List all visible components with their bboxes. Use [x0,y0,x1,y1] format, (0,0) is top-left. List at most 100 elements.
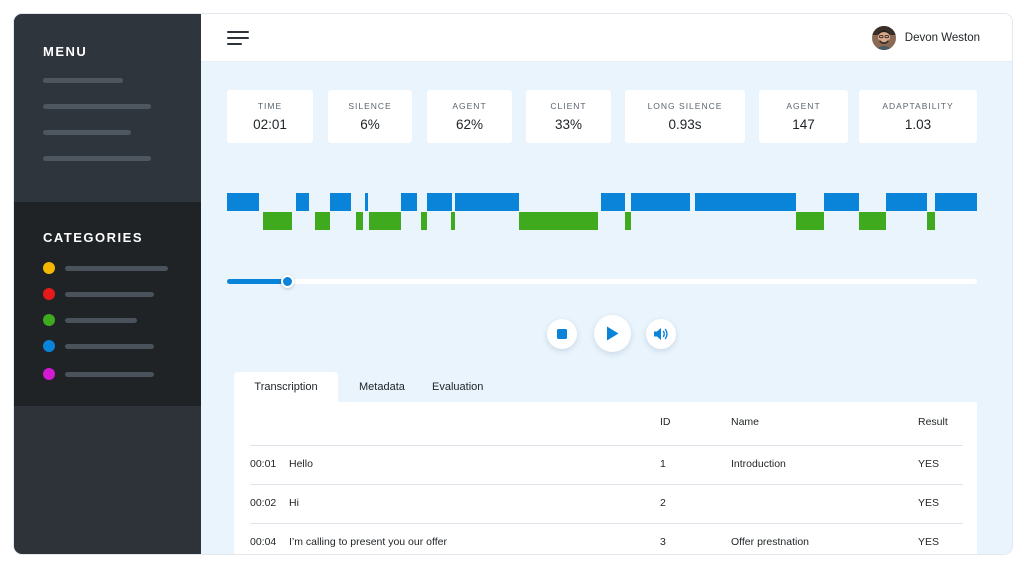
client-segment [451,212,455,230]
client-segment [263,212,292,230]
volume-button[interactable] [646,319,676,349]
menu-item-3[interactable] [43,130,131,135]
stat-label: LONG SILENCE [647,101,723,111]
agent-segment [824,193,859,211]
stat-label: AGENT [452,101,487,111]
hamburger-icon[interactable] [227,31,249,45]
stat-card-long-silence: LONG SILENCE 0.93s [625,90,745,143]
client-segment [421,212,427,230]
stat-card-adaptability: ADAPTABILITY 1.03 [859,90,977,143]
row-name: Introduction [731,458,786,470]
speech-timeline [227,193,977,233]
stat-value: 6% [360,117,380,132]
category-item-5[interactable] [43,368,183,380]
client-segment [369,212,401,230]
row-text: Hi [289,497,299,509]
column-header-name: Name [731,416,760,428]
category-label-placeholder [65,344,154,349]
divider [250,445,963,446]
agent-segment [886,193,927,211]
menu-item-4[interactable] [43,156,151,161]
menu-item-1[interactable] [43,78,123,83]
main-panel: TIME 02:01 SILENCE 6% AGENT 62% CLIENT 3… [201,62,1012,554]
stat-label: AGENT [786,101,821,111]
stat-label: ADAPTABILITY [882,101,954,111]
categories-section: CATEGORIES [14,202,201,406]
stat-value: 0.93s [668,117,702,132]
client-segment [519,212,598,230]
client-segment [796,212,824,230]
row-result: YES [918,497,940,509]
table-row[interactable]: 00:02 Hi 2 YES [234,485,977,524]
transcription-table: ID Name Result 00:01 Hello 1 Introductio… [234,402,977,554]
client-segment [625,212,631,230]
category-label-placeholder [65,266,168,271]
table-row[interactable]: 00:04 I’m calling to present you our off… [234,524,977,554]
stat-label: CLIENT [550,101,587,111]
top-bar: Devon Weston [201,14,1012,62]
menu-item-2[interactable] [43,104,151,109]
category-dot [43,340,55,352]
row-id: 1 [660,458,666,470]
agent-segment [935,193,977,211]
avatar [871,26,896,50]
category-dot [43,314,55,326]
row-result: YES [918,458,940,470]
row-text: I’m calling to present you our offer [289,536,447,548]
row-text: Hello [289,458,313,470]
client-segment [927,212,935,230]
menu-section: MENU [14,14,201,202]
volume-icon [654,328,668,340]
table-row[interactable]: 00:01 Hello 1 Introduction YES [234,446,977,485]
category-item-2[interactable] [43,288,183,300]
stat-value: 33% [554,117,583,132]
category-dot [43,368,55,380]
row-id: 2 [660,497,666,509]
stat-card-silence: SILENCE 6% [328,90,412,143]
category-label-placeholder [65,318,137,323]
stat-value: 147 [792,117,815,132]
agent-segment [365,193,368,211]
play-button[interactable] [594,315,631,352]
category-item-3[interactable] [43,314,183,326]
client-segment [315,212,330,230]
playback-progress-bar[interactable] [227,275,977,288]
progress-handle[interactable] [281,275,294,288]
stat-label: SILENCE [348,101,392,111]
category-item-4[interactable] [43,340,183,352]
client-segment [859,212,886,230]
play-icon [607,326,619,341]
divider [250,523,963,524]
category-dot [43,262,55,274]
category-item-1[interactable] [43,262,183,274]
stat-value: 02:01 [253,117,287,132]
column-header-result: Result [918,416,948,428]
categories-title: CATEGORIES [43,230,143,245]
stat-label: TIME [257,101,283,111]
app-window: MENU CATEGORIES [14,14,1012,554]
divider [250,484,963,485]
stop-button[interactable] [547,319,577,349]
agent-segment [227,193,259,211]
column-header-id: ID [660,416,671,428]
row-timestamp: 00:01 [250,458,277,470]
agent-segment [631,193,690,211]
row-name: Offer prestnation [731,536,810,548]
category-label-placeholder [65,292,154,297]
row-timestamp: 00:02 [250,497,277,509]
stat-value: 1.03 [904,117,932,132]
stop-icon [557,329,567,339]
category-label-placeholder [65,372,154,377]
client-segment [356,212,363,230]
tab-metadata[interactable]: Metadata [359,381,405,393]
user-profile[interactable]: Devon Weston [871,26,980,50]
tab-evaluation-card[interactable]: Evaluation Card [432,381,484,423]
agent-segment [455,193,519,211]
category-dot [43,288,55,300]
sidebar: MENU CATEGORIES [14,14,201,554]
tab-transcription[interactable]: Transcription [234,372,338,402]
stat-card-time: TIME 02:01 [227,90,313,143]
row-result: YES [918,536,940,548]
row-id: 3 [660,536,666,548]
agent-segment [695,193,796,211]
